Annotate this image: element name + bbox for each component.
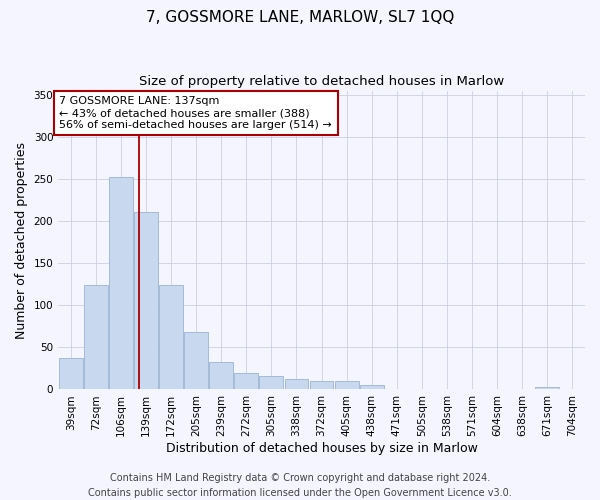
X-axis label: Distribution of detached houses by size in Marlow: Distribution of detached houses by size … xyxy=(166,442,478,455)
Y-axis label: Number of detached properties: Number of detached properties xyxy=(15,142,28,338)
Bar xyxy=(84,285,108,390)
Bar xyxy=(335,381,359,390)
Bar xyxy=(259,376,283,390)
Text: Contains HM Land Registry data © Crown copyright and database right 2024.
Contai: Contains HM Land Registry data © Crown c… xyxy=(88,472,512,498)
Text: 7, GOSSMORE LANE, MARLOW, SL7 1QQ: 7, GOSSMORE LANE, MARLOW, SL7 1QQ xyxy=(146,10,454,25)
Title: Size of property relative to detached houses in Marlow: Size of property relative to detached ho… xyxy=(139,75,504,88)
Bar xyxy=(184,332,208,390)
Bar xyxy=(535,387,559,390)
Bar xyxy=(59,358,83,390)
Bar xyxy=(109,178,133,390)
Bar xyxy=(310,381,334,390)
Bar xyxy=(360,385,383,390)
Bar xyxy=(235,372,258,390)
Bar xyxy=(159,285,183,390)
Bar xyxy=(209,362,233,390)
Bar xyxy=(385,388,409,390)
Text: 7 GOSSMORE LANE: 137sqm
← 43% of detached houses are smaller (388)
56% of semi-d: 7 GOSSMORE LANE: 137sqm ← 43% of detache… xyxy=(59,96,332,130)
Bar xyxy=(284,378,308,390)
Bar xyxy=(134,212,158,390)
